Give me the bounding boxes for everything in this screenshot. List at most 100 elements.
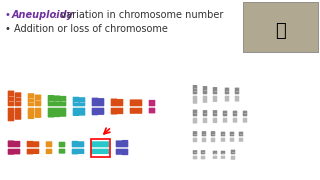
FancyBboxPatch shape xyxy=(33,149,39,154)
FancyBboxPatch shape xyxy=(46,149,52,154)
FancyBboxPatch shape xyxy=(213,87,217,94)
FancyBboxPatch shape xyxy=(193,96,197,104)
Bar xyxy=(91,139,109,157)
FancyBboxPatch shape xyxy=(8,108,14,121)
FancyBboxPatch shape xyxy=(54,108,60,117)
FancyBboxPatch shape xyxy=(221,156,225,159)
FancyBboxPatch shape xyxy=(48,95,54,106)
FancyBboxPatch shape xyxy=(103,149,109,154)
FancyBboxPatch shape xyxy=(79,97,85,106)
FancyBboxPatch shape xyxy=(28,93,34,106)
FancyBboxPatch shape xyxy=(211,138,215,142)
FancyBboxPatch shape xyxy=(35,94,41,106)
FancyBboxPatch shape xyxy=(92,108,98,115)
FancyBboxPatch shape xyxy=(54,95,60,106)
FancyBboxPatch shape xyxy=(116,140,122,147)
FancyBboxPatch shape xyxy=(193,156,197,159)
FancyBboxPatch shape xyxy=(193,131,197,136)
Text: • Addition or loss of chromosome: • Addition or loss of chromosome xyxy=(5,24,168,34)
FancyBboxPatch shape xyxy=(203,86,207,94)
FancyBboxPatch shape xyxy=(201,150,205,154)
Bar xyxy=(243,2,318,52)
FancyBboxPatch shape xyxy=(221,151,225,154)
FancyBboxPatch shape xyxy=(91,149,97,154)
FancyBboxPatch shape xyxy=(35,108,41,118)
FancyBboxPatch shape xyxy=(98,98,104,106)
FancyBboxPatch shape xyxy=(27,141,33,147)
FancyBboxPatch shape xyxy=(201,156,205,159)
FancyBboxPatch shape xyxy=(72,141,78,147)
FancyBboxPatch shape xyxy=(213,110,217,116)
FancyBboxPatch shape xyxy=(193,150,197,154)
FancyBboxPatch shape xyxy=(149,108,155,113)
FancyBboxPatch shape xyxy=(122,140,128,147)
Text: 👤: 👤 xyxy=(275,22,286,40)
FancyBboxPatch shape xyxy=(15,108,21,120)
FancyBboxPatch shape xyxy=(243,111,247,116)
FancyBboxPatch shape xyxy=(97,149,103,154)
FancyBboxPatch shape xyxy=(221,132,225,136)
FancyBboxPatch shape xyxy=(48,108,54,118)
FancyBboxPatch shape xyxy=(213,96,217,102)
FancyBboxPatch shape xyxy=(213,118,217,123)
FancyBboxPatch shape xyxy=(111,98,117,106)
FancyBboxPatch shape xyxy=(116,149,122,155)
FancyBboxPatch shape xyxy=(111,108,117,114)
FancyBboxPatch shape xyxy=(46,141,52,147)
FancyBboxPatch shape xyxy=(149,100,155,106)
FancyBboxPatch shape xyxy=(14,149,20,154)
FancyBboxPatch shape xyxy=(73,97,79,106)
FancyBboxPatch shape xyxy=(92,98,98,106)
Bar xyxy=(243,2,318,52)
FancyBboxPatch shape xyxy=(117,99,123,106)
FancyBboxPatch shape xyxy=(8,140,14,147)
FancyBboxPatch shape xyxy=(117,108,123,114)
FancyBboxPatch shape xyxy=(193,118,197,123)
FancyBboxPatch shape xyxy=(97,141,103,147)
Text: : variation in chromosome number: : variation in chromosome number xyxy=(54,10,223,20)
FancyBboxPatch shape xyxy=(221,138,225,142)
Text: •: • xyxy=(5,10,14,20)
FancyBboxPatch shape xyxy=(59,149,65,154)
FancyBboxPatch shape xyxy=(91,141,97,147)
FancyBboxPatch shape xyxy=(60,96,66,106)
FancyBboxPatch shape xyxy=(78,141,84,147)
FancyBboxPatch shape xyxy=(239,132,243,136)
FancyBboxPatch shape xyxy=(193,110,197,116)
FancyBboxPatch shape xyxy=(72,149,78,154)
FancyBboxPatch shape xyxy=(98,108,104,115)
FancyBboxPatch shape xyxy=(79,108,85,116)
FancyBboxPatch shape xyxy=(103,141,109,147)
FancyBboxPatch shape xyxy=(203,96,207,103)
FancyBboxPatch shape xyxy=(33,141,39,147)
FancyBboxPatch shape xyxy=(60,108,66,117)
FancyBboxPatch shape xyxy=(130,108,136,114)
FancyBboxPatch shape xyxy=(213,151,217,154)
FancyBboxPatch shape xyxy=(203,118,207,123)
FancyBboxPatch shape xyxy=(233,118,237,123)
FancyBboxPatch shape xyxy=(230,132,234,136)
FancyBboxPatch shape xyxy=(28,108,34,119)
FancyBboxPatch shape xyxy=(213,156,217,159)
Text: Aneuploidy: Aneuploidy xyxy=(12,10,74,20)
FancyBboxPatch shape xyxy=(202,131,206,136)
FancyBboxPatch shape xyxy=(235,96,239,102)
FancyBboxPatch shape xyxy=(14,141,20,147)
FancyBboxPatch shape xyxy=(231,156,235,160)
FancyBboxPatch shape xyxy=(8,149,14,155)
FancyBboxPatch shape xyxy=(136,108,142,114)
FancyBboxPatch shape xyxy=(230,138,234,142)
FancyBboxPatch shape xyxy=(8,91,14,106)
FancyBboxPatch shape xyxy=(225,88,229,94)
FancyBboxPatch shape xyxy=(235,88,239,94)
FancyBboxPatch shape xyxy=(225,96,229,102)
FancyBboxPatch shape xyxy=(59,142,65,147)
FancyBboxPatch shape xyxy=(223,118,227,123)
FancyBboxPatch shape xyxy=(233,111,237,116)
FancyBboxPatch shape xyxy=(211,131,215,136)
FancyBboxPatch shape xyxy=(136,99,142,106)
FancyBboxPatch shape xyxy=(243,118,247,123)
FancyBboxPatch shape xyxy=(15,92,21,106)
FancyBboxPatch shape xyxy=(73,108,79,116)
FancyBboxPatch shape xyxy=(193,138,197,142)
